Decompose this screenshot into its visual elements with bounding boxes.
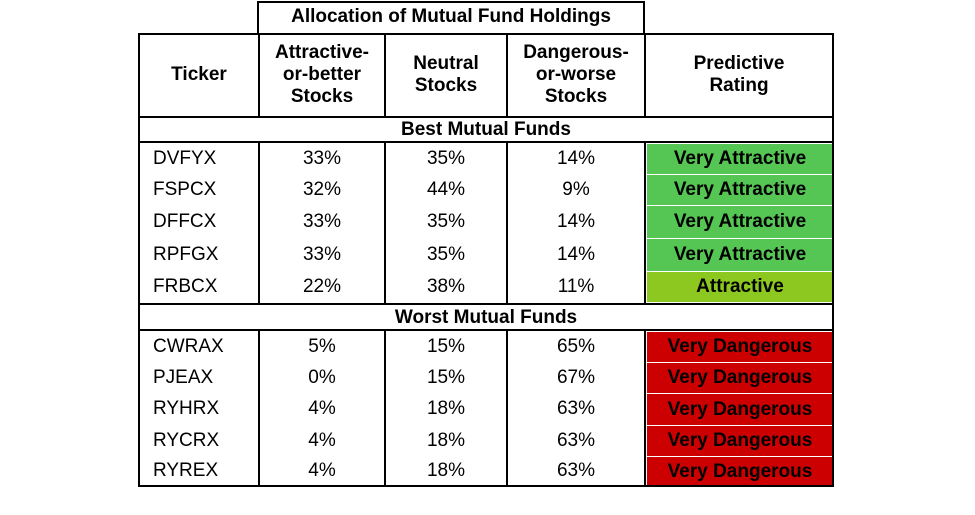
attractive-cell: 33% [302,147,342,169]
worst-section-label: Worst Mutual Funds [394,306,578,328]
vertical-border [384,141,386,304]
ticker-cell: DFFCX [153,210,217,232]
horizontal-border [138,485,834,487]
neutral-cell: 15% [426,335,466,357]
rating-cell: Very Attractive [647,239,833,271]
dangerous-cell: 11% [557,275,595,297]
group-header: Allocation of Mutual Fund Holdings [291,6,611,27]
neutral-cell: 44% [426,178,466,200]
ticker-cell: FSPCX [153,178,217,200]
horizontal-border [138,116,834,118]
horizontal-border [138,141,834,143]
neutral-cell: 18% [426,460,466,481]
dangerous-cell: 63% [556,429,596,451]
attractive-cell: 32% [302,178,342,200]
dangerous-cell: 14% [556,147,596,169]
attractive-cell: 33% [302,243,342,265]
column-header-neutral: Neutral Stocks [413,53,479,96]
ticker-cell: PJEAX [153,366,214,388]
horizontal-border [257,1,645,3]
ticker-cell: RYREX [153,460,219,481]
neutral-cell: 38% [426,275,466,297]
dangerous-cell: 14% [556,210,596,232]
neutral-cell: 15% [426,366,466,388]
rating-cell: Very Dangerous [647,457,833,486]
vertical-border [506,33,508,117]
vertical-border [644,329,646,486]
vertical-border [384,33,386,117]
vertical-border [384,329,386,486]
vertical-border [644,33,646,117]
neutral-cell: 18% [426,429,466,451]
vertical-border [506,141,508,304]
rating-cell: Very Attractive [647,206,833,238]
attractive-cell: 5% [308,335,336,357]
dangerous-cell: 65% [556,335,596,357]
rating-cell: Very Dangerous [647,394,833,425]
best-section-label: Best Mutual Funds [401,119,571,140]
column-header-dangerous: Dangerous- or-worse Stocks [523,42,629,107]
attractive-cell: 4% [308,398,336,419]
dangerous-cell: 9% [562,178,590,200]
attractive-cell: 22% [302,275,342,297]
attractive-cell: 33% [302,210,342,232]
dangerous-cell: 67% [556,366,596,388]
dangerous-cell: 63% [556,460,596,481]
attractive-cell: 0% [308,366,336,388]
vertical-border [506,329,508,486]
dangerous-cell: 14% [556,243,596,265]
column-header-rating: Predictive Rating [693,53,785,96]
ticker-cell: RPFGX [153,243,219,265]
ticker-cell: RYCRX [153,429,220,451]
vertical-border [258,329,260,486]
vertical-border [138,33,140,487]
rating-cell: Very Dangerous [647,363,833,393]
rating-cell: Very Attractive [647,175,833,205]
column-header-ticker: Ticker [171,64,227,85]
vertical-border [643,1,645,34]
neutral-cell: 35% [426,210,466,232]
dangerous-cell: 63% [556,398,596,419]
neutral-cell: 18% [426,398,466,419]
neutral-cell: 35% [426,243,466,265]
rating-cell: Attractive [647,272,833,302]
attractive-cell: 4% [308,429,336,451]
ticker-cell: CWRAX [153,335,224,357]
rating-cell: Very Dangerous [647,426,833,456]
vertical-border [832,33,834,487]
vertical-border [644,141,646,304]
attractive-cell: 4% [308,460,336,481]
neutral-cell: 35% [426,147,466,169]
ticker-cell: FRBCX [153,275,218,297]
vertical-border [258,141,260,304]
horizontal-border [138,33,834,35]
rating-cell: Very Dangerous [647,332,833,362]
vertical-border [258,33,260,117]
vertical-border [257,1,259,34]
horizontal-border [138,303,834,305]
ticker-cell: RYHRX [153,398,220,419]
ticker-cell: DVFYX [153,147,217,169]
rating-cell: Very Attractive [647,144,833,174]
horizontal-border [138,329,834,331]
column-header-attractive: Attractive- or-better Stocks [275,42,369,107]
